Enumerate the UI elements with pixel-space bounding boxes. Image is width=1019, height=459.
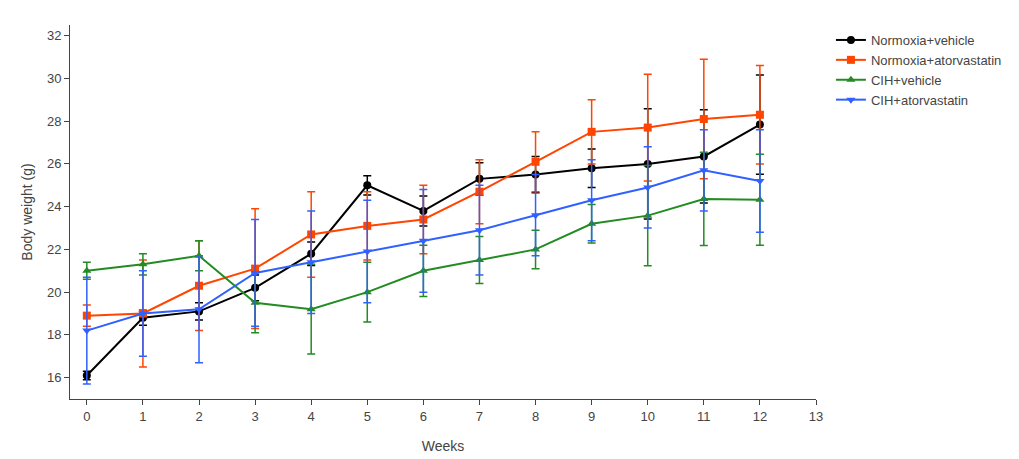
svg-text:24: 24 (47, 199, 61, 214)
svg-text:11: 11 (697, 409, 711, 424)
svg-text:8: 8 (532, 409, 539, 424)
svg-text:26: 26 (47, 156, 61, 171)
svg-text:32: 32 (47, 28, 61, 43)
svg-text:12: 12 (753, 409, 767, 424)
svg-text:9: 9 (588, 409, 595, 424)
svg-text:6: 6 (420, 409, 427, 424)
svg-text:3: 3 (251, 409, 258, 424)
svg-text:1: 1 (139, 409, 146, 424)
svg-text:5: 5 (364, 409, 371, 424)
svg-text:CIH+atorvastatin: CIH+atorvastatin (871, 93, 968, 108)
svg-text:CIH+vehicle: CIH+vehicle (871, 73, 941, 88)
svg-text:Normoxia+vehicle: Normoxia+vehicle (871, 33, 975, 48)
svg-text:4: 4 (308, 409, 315, 424)
svg-text:20: 20 (47, 285, 61, 300)
svg-text:22: 22 (47, 242, 61, 257)
svg-text:7: 7 (476, 409, 483, 424)
svg-text:13: 13 (809, 409, 823, 424)
svg-text:2: 2 (195, 409, 202, 424)
svg-text:16: 16 (47, 370, 61, 385)
svg-text:Normoxia+atorvastatin: Normoxia+atorvastatin (871, 53, 1001, 68)
svg-text:Body weight (g): Body weight (g) (19, 163, 35, 260)
svg-text:28: 28 (47, 114, 61, 129)
svg-text:Weeks: Weeks (422, 438, 465, 454)
svg-text:10: 10 (640, 409, 654, 424)
svg-text:18: 18 (47, 327, 61, 342)
svg-text:30: 30 (47, 71, 61, 86)
svg-text:0: 0 (83, 409, 90, 424)
